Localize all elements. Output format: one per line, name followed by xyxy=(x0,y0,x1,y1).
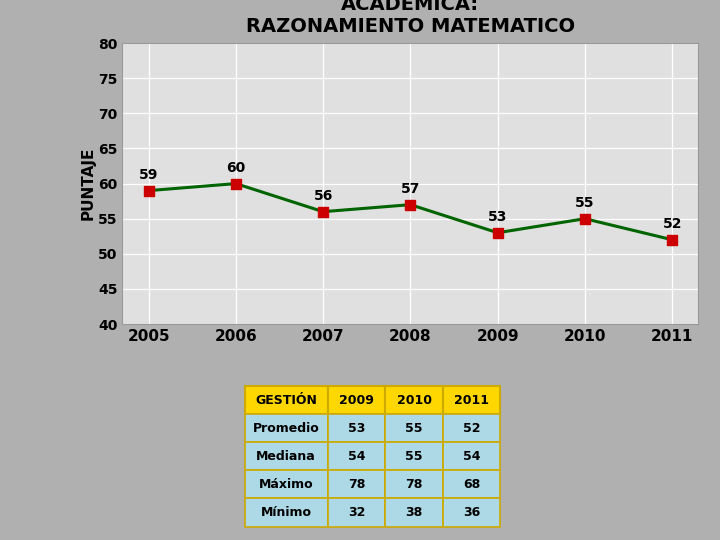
Text: 2010: 2010 xyxy=(397,394,431,407)
Text: 68: 68 xyxy=(463,478,480,491)
Text: 59: 59 xyxy=(139,168,158,183)
Text: 57: 57 xyxy=(401,183,420,197)
Text: Mínimo: Mínimo xyxy=(261,506,312,519)
Text: 54: 54 xyxy=(348,450,365,463)
Text: 32: 32 xyxy=(348,506,365,519)
Point xyxy=(667,235,678,244)
Text: 56: 56 xyxy=(313,190,333,204)
Text: 54: 54 xyxy=(463,450,480,463)
Point xyxy=(405,200,416,209)
Text: Mediana: Mediana xyxy=(256,450,316,463)
Text: 78: 78 xyxy=(405,478,423,491)
Text: GESTIÓN: GESTIÓN xyxy=(256,394,317,407)
Text: 55: 55 xyxy=(405,450,423,463)
Text: 78: 78 xyxy=(348,478,365,491)
Point xyxy=(230,179,242,188)
Text: 55: 55 xyxy=(405,422,423,435)
Text: 2011: 2011 xyxy=(454,394,489,407)
Text: 52: 52 xyxy=(662,218,682,232)
Text: 53: 53 xyxy=(348,422,365,435)
Text: 52: 52 xyxy=(463,422,480,435)
Point xyxy=(579,214,590,223)
Text: 2009: 2009 xyxy=(339,394,374,407)
Text: 53: 53 xyxy=(488,211,508,225)
Text: Máximo: Máximo xyxy=(259,478,313,491)
Text: 38: 38 xyxy=(405,506,423,519)
Y-axis label: PUNTAJE: PUNTAJE xyxy=(80,147,95,220)
Point xyxy=(492,228,503,237)
Text: 36: 36 xyxy=(463,506,480,519)
Point xyxy=(143,186,154,195)
Title: PRUEBA PREPARATORIA DE APTITUD
ACADEMICA:
RAZONAMIENTO MATEMATICO: PRUEBA PREPARATORIA DE APTITUD ACADEMICA… xyxy=(211,0,610,36)
Text: Promedio: Promedio xyxy=(253,422,320,435)
Point xyxy=(318,207,329,216)
Text: 55: 55 xyxy=(575,197,595,211)
Text: 60: 60 xyxy=(226,161,246,176)
